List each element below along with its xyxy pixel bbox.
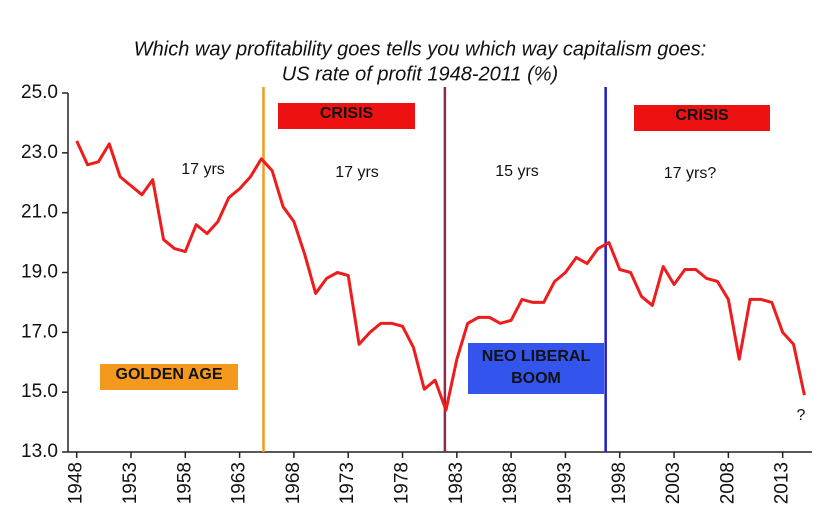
- label-box: [278, 103, 415, 129]
- x-tick-label: 1948: [66, 462, 87, 504]
- annotation: 17 yrs: [181, 161, 225, 178]
- x-tick-label: 1953: [120, 462, 141, 504]
- y-tick-label: 23.0: [21, 142, 58, 163]
- annotation: 17 yrs: [335, 164, 379, 181]
- label-box: [634, 105, 770, 131]
- x-tick-label: 1993: [554, 462, 575, 504]
- x-tick-label: 1968: [283, 462, 304, 504]
- y-tick-label: 21.0: [21, 202, 58, 223]
- annotation: 17 yrs?: [664, 165, 717, 182]
- x-tick-label: 2013: [772, 462, 793, 504]
- data-line: [75, 140, 806, 412]
- x-tick-label: 2003: [663, 462, 684, 504]
- box-label: GOLDEN AGE: [116, 366, 223, 383]
- x-tick-label: 1978: [392, 462, 413, 504]
- y-tick-label: 25.0: [21, 82, 58, 103]
- label-box: [100, 364, 238, 390]
- y-tick-label: 19.0: [21, 262, 58, 283]
- x-tick-label: 1973: [337, 462, 358, 504]
- chart-title: US rate of profit 1948-2011 (%): [282, 63, 558, 85]
- annotation: 15 yrs: [495, 163, 539, 180]
- x-tick-label: 1988: [500, 462, 521, 504]
- x-tick-label: 2008: [717, 462, 738, 504]
- y-tick-label: 13.0: [21, 441, 58, 462]
- x-tick-label: 1983: [446, 462, 467, 504]
- y-tick-label: 17.0: [21, 321, 58, 342]
- annotation: ?: [797, 407, 806, 424]
- x-tick-label: 1998: [609, 462, 630, 504]
- x-tick-label: 1958: [174, 462, 195, 504]
- box-label: CRISIS: [320, 105, 374, 122]
- box-label: CRISIS: [675, 107, 729, 124]
- box-label: NEO LIBERAL BOOM: [482, 348, 591, 387]
- x-tick-label: 1963: [229, 462, 250, 504]
- y-tick-label: 15.0: [21, 381, 58, 402]
- chart-title: Which way profitability goes tells you w…: [134, 38, 706, 60]
- label-box: [468, 343, 604, 394]
